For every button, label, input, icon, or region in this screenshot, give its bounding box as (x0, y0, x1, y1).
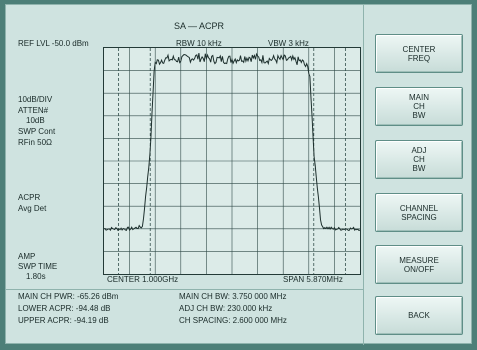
adj-ch-bw-label: ADJ CH BW (411, 146, 427, 173)
main-channel-bw: MAIN CH BW: 3.750 000 MHz (179, 292, 287, 301)
sweep-time-value: 1.80s (26, 272, 46, 281)
adj-ch-bw-button[interactable]: ADJ CH BW (375, 140, 463, 179)
rbw-readout: RBW 10 kHz (176, 39, 222, 48)
center-frequency: CENTER 1.000GHz (107, 275, 179, 284)
channel-spacing-readout: CH SPACING: 2.600 000 MHz (179, 316, 287, 325)
scale-readout: 10dB/DIV (18, 95, 53, 104)
softkey-divider (363, 5, 364, 345)
vbw-readout: VBW 3 kHz (268, 39, 309, 48)
measure-on-off-button[interactable]: MEASURE ON/OFF (375, 245, 463, 284)
analyzer-screen: SA — ACPR REF LVL -50.0 dBm RBW 10 kHz V… (5, 4, 472, 345)
spectrum-plot (103, 47, 361, 275)
acpr-label: ACPR (18, 193, 41, 202)
main-channel-power: MAIN CH PWR: -65.26 dBm (18, 292, 119, 301)
results-divider (6, 289, 363, 290)
adjacent-channel-bw: ADJ CH BW: 230.000 kHz (179, 304, 273, 313)
sweep-time-label: SWP TIME (18, 262, 58, 271)
atten-label: ATTEN# (18, 106, 49, 115)
ref-level: REF LVL -50.0 dBm (18, 39, 89, 48)
spectrum-trace (104, 52, 360, 232)
rf-input: RFin 50Ω (18, 138, 52, 147)
channel-spacing-label: CHANNEL SPACING (399, 203, 439, 222)
span-readout: SPAN 5.870MHz (283, 275, 343, 284)
amp-label: AMP (18, 252, 36, 261)
spectrum-svg (104, 48, 360, 274)
center-freq-button[interactable]: CENTER FREQ (375, 34, 463, 73)
back-button[interactable]: BACK (375, 296, 463, 335)
detector-mode: Avg Det (18, 204, 47, 213)
main-ch-bw-label: MAIN CH BW (409, 93, 429, 120)
main-ch-bw-button[interactable]: MAIN CH BW (375, 87, 463, 126)
sweep-mode: SWP Cont (18, 127, 56, 136)
measure-on-off-label: MEASURE ON/OFF (399, 255, 439, 274)
channel-spacing-button[interactable]: CHANNEL SPACING (375, 193, 463, 232)
center-freq-label: CENTER FREQ (402, 44, 436, 63)
back-label: BACK (408, 311, 430, 320)
lower-acpr: LOWER ACPR: -94.48 dB (18, 304, 111, 313)
mode-title: SA — ACPR (174, 21, 225, 31)
atten-value: 10dB (26, 116, 45, 125)
upper-acpr: UPPER ACPR: -94.19 dB (18, 316, 109, 325)
